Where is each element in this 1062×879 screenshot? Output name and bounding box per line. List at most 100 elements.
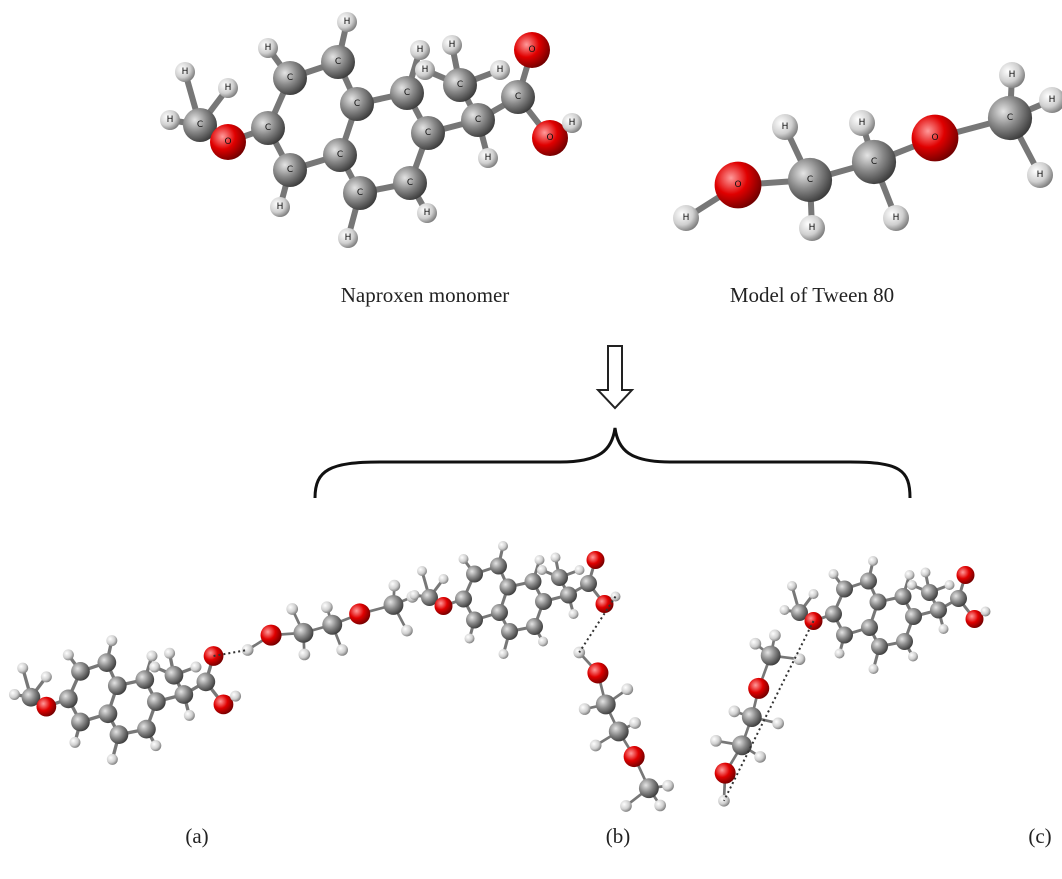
atom [748, 678, 769, 699]
atom [772, 718, 784, 730]
atom-label: H [782, 122, 789, 132]
atom [728, 706, 740, 718]
atom [868, 556, 878, 566]
atom [135, 670, 154, 689]
atom [499, 649, 509, 659]
atom [945, 580, 955, 590]
atom [537, 565, 547, 575]
atom [769, 630, 781, 642]
caption: Model of Tween 80 [730, 283, 894, 307]
atom-label: H [225, 83, 232, 93]
atom [860, 573, 877, 590]
atom [871, 638, 888, 655]
atom [869, 664, 879, 674]
atom [71, 662, 90, 681]
atom [895, 588, 912, 605]
atom [17, 663, 28, 674]
atom-label: C [407, 178, 413, 188]
atom [349, 603, 370, 624]
atom [560, 587, 577, 604]
atom [921, 584, 938, 601]
atom [750, 638, 762, 650]
atom [525, 573, 542, 590]
atom [629, 717, 641, 729]
atom-label: H [497, 65, 504, 75]
atom [609, 721, 629, 741]
atom-label: O [931, 133, 938, 143]
panel-label: (c) [1028, 824, 1051, 848]
atom [150, 740, 161, 751]
atom [587, 662, 608, 683]
atom-label: C [287, 165, 293, 175]
atom [835, 649, 845, 659]
atom [500, 579, 517, 596]
atom-label: O [224, 137, 231, 147]
atom-label: C [357, 188, 363, 198]
molecule [242, 580, 418, 661]
atom [930, 602, 947, 619]
atom-label: C [354, 99, 360, 109]
atom-label: C [457, 80, 463, 90]
atom-label: H [1037, 170, 1044, 180]
atom [939, 624, 949, 634]
atom-label: H [422, 65, 429, 75]
atom [36, 697, 56, 717]
atom-label: C [337, 150, 343, 160]
atom [466, 612, 483, 629]
atom [466, 566, 483, 583]
atom [573, 647, 585, 659]
atom [575, 565, 585, 575]
atom-label: C [515, 92, 521, 102]
atom [455, 591, 472, 608]
atom-label: C [871, 157, 877, 167]
atom [780, 605, 790, 615]
atom [165, 666, 184, 685]
atom-label: H [859, 118, 866, 128]
molecule [573, 647, 674, 812]
atom [579, 703, 591, 715]
panel-label: (a) [185, 824, 208, 848]
molecule: HOCHHCHHOCHHH [673, 62, 1062, 241]
atom [299, 649, 311, 661]
atom [137, 720, 156, 739]
atom [551, 569, 568, 586]
atom-label: H [485, 153, 492, 163]
atom [870, 594, 887, 611]
atom [896, 633, 913, 650]
atom [490, 558, 507, 575]
atom [981, 607, 991, 617]
atom [498, 541, 508, 551]
atom [551, 553, 561, 563]
atom [63, 649, 74, 660]
atom [322, 615, 342, 635]
atom [294, 623, 314, 643]
atom [98, 653, 117, 672]
atom [59, 690, 78, 709]
atom [69, 737, 80, 748]
atom [907, 580, 917, 590]
atom [535, 593, 552, 610]
atom [590, 740, 602, 752]
atom [459, 554, 469, 564]
atom [742, 707, 762, 727]
atom [905, 608, 922, 625]
atom [809, 589, 819, 599]
atom [905, 570, 915, 580]
atom [439, 574, 449, 584]
atom [836, 627, 853, 644]
atom-label: C [197, 120, 203, 130]
atom [99, 704, 118, 723]
atom-label: O [546, 133, 553, 143]
atom [596, 694, 616, 714]
atom-label: H [345, 233, 352, 243]
atom [836, 581, 853, 598]
atom [825, 606, 842, 623]
molecule [9, 635, 241, 765]
atom-label: H [167, 115, 174, 125]
atom-label: H [265, 43, 272, 53]
atom-label: C [807, 175, 813, 185]
atom [184, 710, 195, 721]
atom [639, 778, 659, 798]
atom [569, 609, 579, 619]
